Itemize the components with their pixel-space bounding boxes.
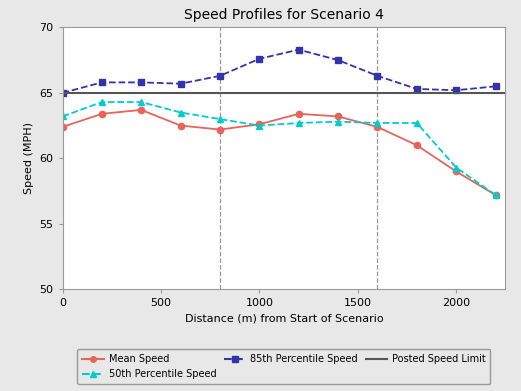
Title: Speed Profiles for Scenario 4: Speed Profiles for Scenario 4 bbox=[184, 8, 384, 22]
Y-axis label: Speed (MPH): Speed (MPH) bbox=[24, 122, 34, 194]
Legend: Mean Speed, 50th Percentile Speed, 85th Percentile Speed, Posted Speed Limit: Mean Speed, 50th Percentile Speed, 85th … bbox=[78, 349, 490, 384]
X-axis label: Distance (m) from Start of Scenario: Distance (m) from Start of Scenario bbox=[184, 314, 383, 324]
